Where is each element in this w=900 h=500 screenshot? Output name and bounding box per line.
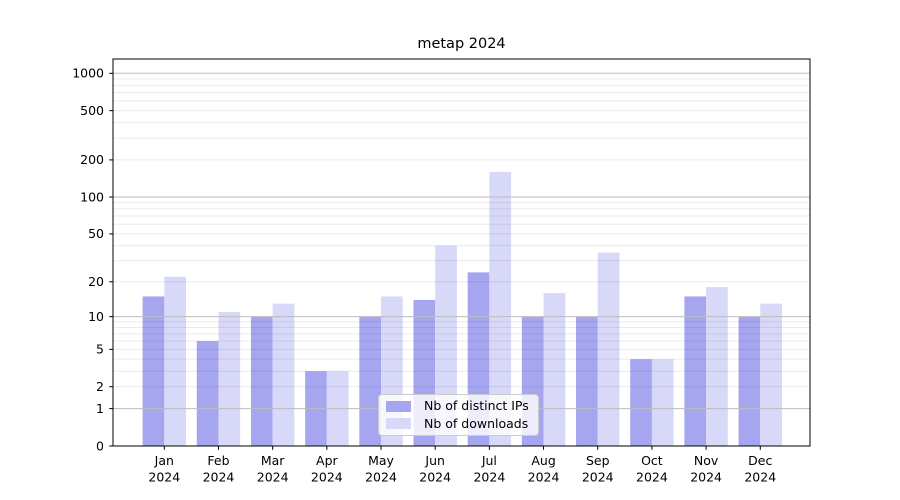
legend-label-downloads: Nb of downloads bbox=[424, 415, 529, 431]
x-tick-label-year: 2024 bbox=[365, 470, 397, 485]
x-tick-label-month: Jul bbox=[481, 453, 497, 468]
x-tick-label-year: 2024 bbox=[257, 470, 289, 485]
x-tick-label-year: 2024 bbox=[636, 470, 668, 485]
y-tick-label: 100 bbox=[80, 189, 104, 204]
y-tick-label: 20 bbox=[88, 274, 104, 289]
x-tick-label-year: 2024 bbox=[473, 470, 505, 485]
x-tick-label-month: Jun bbox=[424, 453, 445, 468]
x-tick-label-month: Feb bbox=[207, 453, 229, 468]
y-tick-label: 1 bbox=[96, 401, 104, 416]
x-tick-label-year: 2024 bbox=[148, 470, 180, 485]
x-tick-label-month: Apr bbox=[316, 453, 338, 468]
bar-downloads-sep bbox=[597, 252, 620, 446]
bar-downloads-aug bbox=[543, 293, 566, 446]
bar-distinct-ips-oct bbox=[630, 359, 652, 446]
x-tick-label-month: Oct bbox=[641, 453, 663, 468]
bar-distinct-ips-mar bbox=[250, 316, 273, 446]
bar-downloads-feb bbox=[218, 311, 241, 446]
legend-swatch-distinct-ips bbox=[386, 400, 411, 412]
y-tick-label: 500 bbox=[80, 103, 104, 118]
x-tick-label-month: Aug bbox=[531, 453, 555, 468]
x-tick-label-month: Sep bbox=[586, 453, 610, 468]
y-tick-label: 0 bbox=[96, 438, 104, 453]
bar-downloads-mar bbox=[272, 303, 295, 446]
bar-downloads-oct bbox=[651, 359, 674, 446]
y-tick-label: 50 bbox=[88, 226, 104, 241]
x-tick-label-year: 2024 bbox=[690, 470, 722, 485]
x-tick-label-month: Dec bbox=[748, 453, 772, 468]
x-tick-label-month: Jan bbox=[154, 453, 174, 468]
bar-distinct-ips-dec bbox=[738, 316, 761, 446]
bar-distinct-ips-may bbox=[359, 316, 382, 446]
bar-downloads-dec bbox=[760, 303, 782, 446]
x-tick-label-year: 2024 bbox=[203, 470, 235, 485]
y-tick-label: 2 bbox=[96, 379, 104, 394]
x-tick-label-year: 2024 bbox=[311, 470, 343, 485]
x-tick-label-month: Mar bbox=[261, 453, 285, 468]
bar-distinct-ips-sep bbox=[576, 316, 598, 446]
legend-row-downloads: Nb of downloads bbox=[386, 415, 529, 431]
bar-downloads-jul bbox=[489, 171, 512, 446]
legend-row-distinct-ips: Nb of distinct IPs bbox=[386, 398, 529, 413]
x-tick-label-month: May bbox=[368, 453, 394, 468]
x-tick-label-year: 2024 bbox=[744, 470, 776, 485]
legend-label-distinct-ips: Nb of distinct IPs bbox=[424, 398, 529, 413]
bar-downloads-jan bbox=[164, 276, 186, 446]
bar-distinct-ips-feb bbox=[196, 341, 219, 446]
chart-title: metap 2024 bbox=[417, 36, 506, 52]
x-tick-label-year: 2024 bbox=[419, 470, 451, 485]
x-tick-label-month: Nov bbox=[694, 453, 719, 468]
y-tick-label: 200 bbox=[80, 152, 104, 167]
y-tick-label: 10 bbox=[88, 309, 104, 324]
legend-swatch-downloads bbox=[386, 418, 411, 430]
x-tick-label-year: 2024 bbox=[582, 470, 614, 485]
y-tick-label: 1000 bbox=[72, 66, 104, 81]
axes-frame bbox=[112, 58, 811, 447]
x-tick-label-year: 2024 bbox=[528, 470, 560, 485]
y-tick-label: 5 bbox=[96, 342, 104, 357]
bar-downloads-nov bbox=[706, 287, 728, 446]
legend: Nb of distinct IPs Nb of downloads bbox=[378, 394, 539, 436]
